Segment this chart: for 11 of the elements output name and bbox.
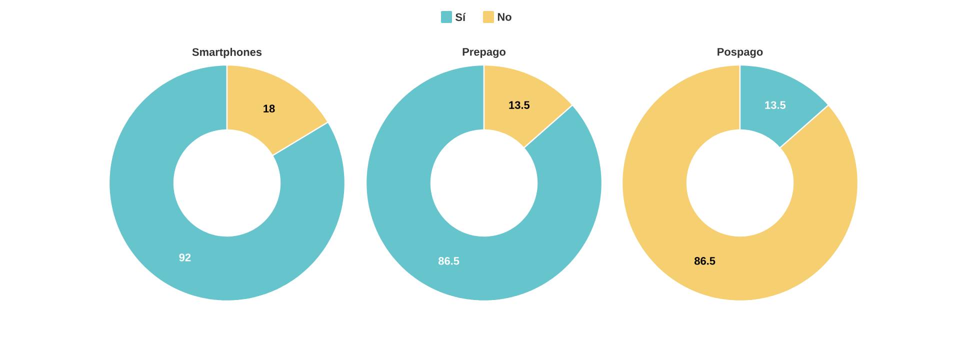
- legend-label: Sí: [456, 12, 466, 22]
- data-label: 13.5: [765, 101, 786, 109]
- legend-label: No: [498, 13, 512, 21]
- data-label: 86.5: [438, 257, 460, 265]
- data-label: 13.5: [509, 101, 530, 109]
- chart-title: Smartphones: [192, 48, 262, 58]
- data-label: 92: [179, 254, 191, 262]
- data-label: 18: [264, 104, 275, 112]
- chart-title: Pospago: [718, 48, 763, 58]
- data-label: 86.5: [694, 257, 716, 265]
- text: Prepago: [462, 48, 506, 58]
